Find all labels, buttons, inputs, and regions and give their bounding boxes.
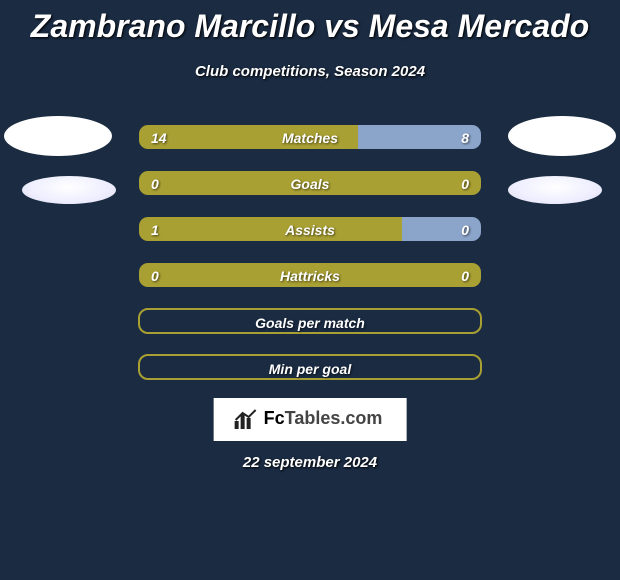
subtitle: Club competitions, Season 2024 xyxy=(0,63,620,80)
stat-label: Assists xyxy=(139,217,481,242)
player-left-avatar xyxy=(4,116,112,156)
stat-row: Goals0 0 xyxy=(138,170,482,196)
player-right-avatar xyxy=(508,116,616,156)
stat-value-right: 0 xyxy=(461,217,469,242)
stat-row: Assists1 0 xyxy=(138,216,482,242)
stat-value-right: 0 xyxy=(461,263,469,288)
player-left-shirt xyxy=(22,176,116,204)
stat-label: Hattricks xyxy=(139,263,481,288)
stat-label: Matches xyxy=(139,125,481,150)
comparison-bars: Matches148Goals00Assists10Hattricks00Goa… xyxy=(138,124,482,400)
stat-value-left: 14 xyxy=(151,125,167,150)
stat-label: Min per goal xyxy=(140,356,480,382)
date-label: 22 september 2024 xyxy=(0,454,620,471)
fctables-logo: FcTables.com xyxy=(214,398,407,441)
stat-row-empty: Goals per match xyxy=(138,308,482,334)
stat-value-right: 8 xyxy=(461,125,469,150)
stat-row: Hattricks0 0 xyxy=(138,262,482,288)
bars-icon xyxy=(234,409,258,429)
stat-label: Goals xyxy=(139,171,481,196)
page-title: Zambrano Marcillo vs Mesa Mercado xyxy=(0,0,620,45)
stat-label: Goals per match xyxy=(140,310,480,336)
stat-row: Matches14 8 xyxy=(138,124,482,150)
stat-value-left: 0 xyxy=(151,263,159,288)
stat-value-left: 1 xyxy=(151,217,159,242)
stat-value-right: 0 xyxy=(461,171,469,196)
logo-text: FcTables.com xyxy=(264,408,383,429)
stat-row-empty: Min per goal xyxy=(138,354,482,380)
player-right-shirt xyxy=(508,176,602,204)
stat-value-left: 0 xyxy=(151,171,159,196)
